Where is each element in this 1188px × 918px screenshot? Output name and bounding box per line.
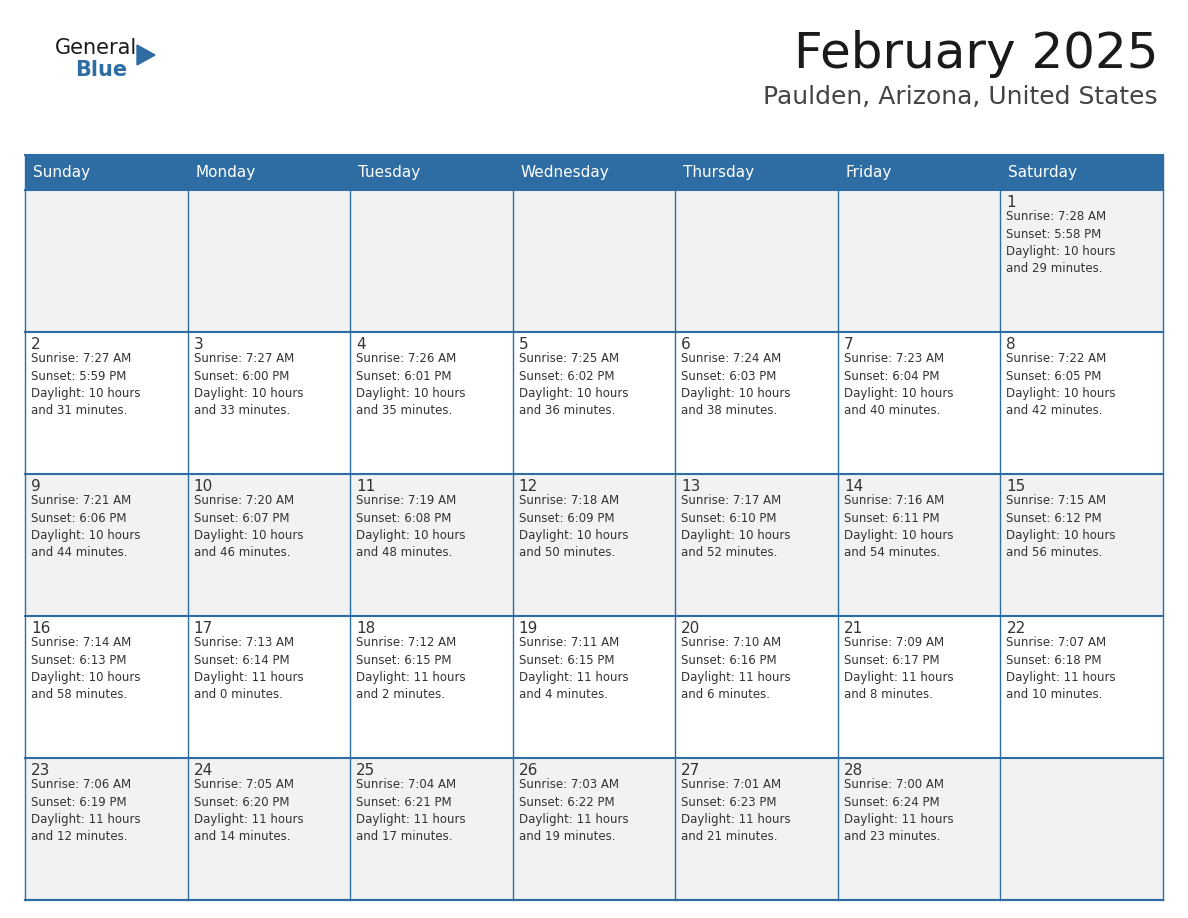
Text: Thursday: Thursday (683, 165, 754, 180)
Text: 11: 11 (356, 479, 375, 494)
Text: 16: 16 (31, 621, 50, 636)
Text: 28: 28 (843, 763, 864, 778)
Text: Sunrise: 7:05 AM
Sunset: 6:20 PM
Daylight: 11 hours
and 14 minutes.: Sunrise: 7:05 AM Sunset: 6:20 PM Dayligh… (194, 778, 303, 844)
Text: 4: 4 (356, 337, 366, 352)
Text: Sunrise: 7:25 AM
Sunset: 6:02 PM
Daylight: 10 hours
and 36 minutes.: Sunrise: 7:25 AM Sunset: 6:02 PM Dayligh… (519, 352, 628, 418)
Bar (25, 616, 1163, 758)
Text: 3: 3 (194, 337, 203, 352)
Text: Sunrise: 7:27 AM
Sunset: 6:00 PM
Daylight: 10 hours
and 33 minutes.: Sunrise: 7:27 AM Sunset: 6:00 PM Dayligh… (194, 352, 303, 418)
Bar (25, 332, 1163, 474)
Text: Sunrise: 7:19 AM
Sunset: 6:08 PM
Daylight: 10 hours
and 48 minutes.: Sunrise: 7:19 AM Sunset: 6:08 PM Dayligh… (356, 494, 466, 559)
Text: Sunrise: 7:23 AM
Sunset: 6:04 PM
Daylight: 10 hours
and 40 minutes.: Sunrise: 7:23 AM Sunset: 6:04 PM Dayligh… (843, 352, 953, 418)
Text: 7: 7 (843, 337, 853, 352)
Text: 2: 2 (31, 337, 40, 352)
Bar (25, 155, 1163, 190)
Text: Sunrise: 7:24 AM
Sunset: 6:03 PM
Daylight: 10 hours
and 38 minutes.: Sunrise: 7:24 AM Sunset: 6:03 PM Dayligh… (681, 352, 791, 418)
Text: 21: 21 (843, 621, 864, 636)
Text: Sunday: Sunday (33, 165, 90, 180)
Text: 24: 24 (194, 763, 213, 778)
Text: 13: 13 (681, 479, 701, 494)
Text: Sunrise: 7:21 AM
Sunset: 6:06 PM
Daylight: 10 hours
and 44 minutes.: Sunrise: 7:21 AM Sunset: 6:06 PM Dayligh… (31, 494, 140, 559)
Text: 10: 10 (194, 479, 213, 494)
Text: Sunrise: 7:12 AM
Sunset: 6:15 PM
Daylight: 11 hours
and 2 minutes.: Sunrise: 7:12 AM Sunset: 6:15 PM Dayligh… (356, 636, 466, 701)
Text: General: General (55, 38, 138, 58)
Text: 23: 23 (31, 763, 50, 778)
Text: 27: 27 (681, 763, 701, 778)
Text: 14: 14 (843, 479, 864, 494)
Text: Sunrise: 7:28 AM
Sunset: 5:58 PM
Daylight: 10 hours
and 29 minutes.: Sunrise: 7:28 AM Sunset: 5:58 PM Dayligh… (1006, 210, 1116, 275)
Text: 12: 12 (519, 479, 538, 494)
Text: Sunrise: 7:11 AM
Sunset: 6:15 PM
Daylight: 11 hours
and 4 minutes.: Sunrise: 7:11 AM Sunset: 6:15 PM Dayligh… (519, 636, 628, 701)
Text: Sunrise: 7:27 AM
Sunset: 5:59 PM
Daylight: 10 hours
and 31 minutes.: Sunrise: 7:27 AM Sunset: 5:59 PM Dayligh… (31, 352, 140, 418)
Text: Sunrise: 7:04 AM
Sunset: 6:21 PM
Daylight: 11 hours
and 17 minutes.: Sunrise: 7:04 AM Sunset: 6:21 PM Dayligh… (356, 778, 466, 844)
Text: 25: 25 (356, 763, 375, 778)
Text: Sunrise: 7:00 AM
Sunset: 6:24 PM
Daylight: 11 hours
and 23 minutes.: Sunrise: 7:00 AM Sunset: 6:24 PM Dayligh… (843, 778, 954, 844)
Text: 15: 15 (1006, 479, 1025, 494)
Text: Sunrise: 7:15 AM
Sunset: 6:12 PM
Daylight: 10 hours
and 56 minutes.: Sunrise: 7:15 AM Sunset: 6:12 PM Dayligh… (1006, 494, 1116, 559)
Text: Sunrise: 7:20 AM
Sunset: 6:07 PM
Daylight: 10 hours
and 46 minutes.: Sunrise: 7:20 AM Sunset: 6:07 PM Dayligh… (194, 494, 303, 559)
Text: Tuesday: Tuesday (358, 165, 421, 180)
Polygon shape (137, 45, 154, 65)
Text: Monday: Monday (196, 165, 255, 180)
Text: Wednesday: Wednesday (520, 165, 609, 180)
Text: Saturday: Saturday (1009, 165, 1078, 180)
Text: Friday: Friday (846, 165, 892, 180)
Text: Blue: Blue (75, 60, 127, 80)
Text: Sunrise: 7:14 AM
Sunset: 6:13 PM
Daylight: 10 hours
and 58 minutes.: Sunrise: 7:14 AM Sunset: 6:13 PM Dayligh… (31, 636, 140, 701)
Text: Sunrise: 7:13 AM
Sunset: 6:14 PM
Daylight: 11 hours
and 0 minutes.: Sunrise: 7:13 AM Sunset: 6:14 PM Dayligh… (194, 636, 303, 701)
Text: Sunrise: 7:16 AM
Sunset: 6:11 PM
Daylight: 10 hours
and 54 minutes.: Sunrise: 7:16 AM Sunset: 6:11 PM Dayligh… (843, 494, 953, 559)
Text: February 2025: February 2025 (794, 30, 1158, 78)
Text: 9: 9 (31, 479, 40, 494)
Text: Sunrise: 7:06 AM
Sunset: 6:19 PM
Daylight: 11 hours
and 12 minutes.: Sunrise: 7:06 AM Sunset: 6:19 PM Dayligh… (31, 778, 140, 844)
Text: 17: 17 (194, 621, 213, 636)
Text: Sunrise: 7:18 AM
Sunset: 6:09 PM
Daylight: 10 hours
and 50 minutes.: Sunrise: 7:18 AM Sunset: 6:09 PM Dayligh… (519, 494, 628, 559)
Text: 18: 18 (356, 621, 375, 636)
Text: 5: 5 (519, 337, 529, 352)
Text: Sunrise: 7:26 AM
Sunset: 6:01 PM
Daylight: 10 hours
and 35 minutes.: Sunrise: 7:26 AM Sunset: 6:01 PM Dayligh… (356, 352, 466, 418)
Text: 6: 6 (681, 337, 691, 352)
Text: Paulden, Arizona, United States: Paulden, Arizona, United States (764, 85, 1158, 109)
Text: Sunrise: 7:17 AM
Sunset: 6:10 PM
Daylight: 10 hours
and 52 minutes.: Sunrise: 7:17 AM Sunset: 6:10 PM Dayligh… (681, 494, 791, 559)
Text: 8: 8 (1006, 337, 1016, 352)
Text: Sunrise: 7:07 AM
Sunset: 6:18 PM
Daylight: 11 hours
and 10 minutes.: Sunrise: 7:07 AM Sunset: 6:18 PM Dayligh… (1006, 636, 1116, 701)
Text: Sunrise: 7:10 AM
Sunset: 6:16 PM
Daylight: 11 hours
and 6 minutes.: Sunrise: 7:10 AM Sunset: 6:16 PM Dayligh… (681, 636, 791, 701)
Bar (25, 474, 1163, 616)
Text: 1: 1 (1006, 195, 1016, 210)
Text: Sunrise: 7:09 AM
Sunset: 6:17 PM
Daylight: 11 hours
and 8 minutes.: Sunrise: 7:09 AM Sunset: 6:17 PM Dayligh… (843, 636, 954, 701)
Text: 19: 19 (519, 621, 538, 636)
Text: 22: 22 (1006, 621, 1025, 636)
Text: 26: 26 (519, 763, 538, 778)
Text: 20: 20 (681, 621, 701, 636)
Text: Sunrise: 7:03 AM
Sunset: 6:22 PM
Daylight: 11 hours
and 19 minutes.: Sunrise: 7:03 AM Sunset: 6:22 PM Dayligh… (519, 778, 628, 844)
Bar (25, 758, 1163, 900)
Bar (25, 190, 1163, 332)
Text: Sunrise: 7:01 AM
Sunset: 6:23 PM
Daylight: 11 hours
and 21 minutes.: Sunrise: 7:01 AM Sunset: 6:23 PM Dayligh… (681, 778, 791, 844)
Text: Sunrise: 7:22 AM
Sunset: 6:05 PM
Daylight: 10 hours
and 42 minutes.: Sunrise: 7:22 AM Sunset: 6:05 PM Dayligh… (1006, 352, 1116, 418)
